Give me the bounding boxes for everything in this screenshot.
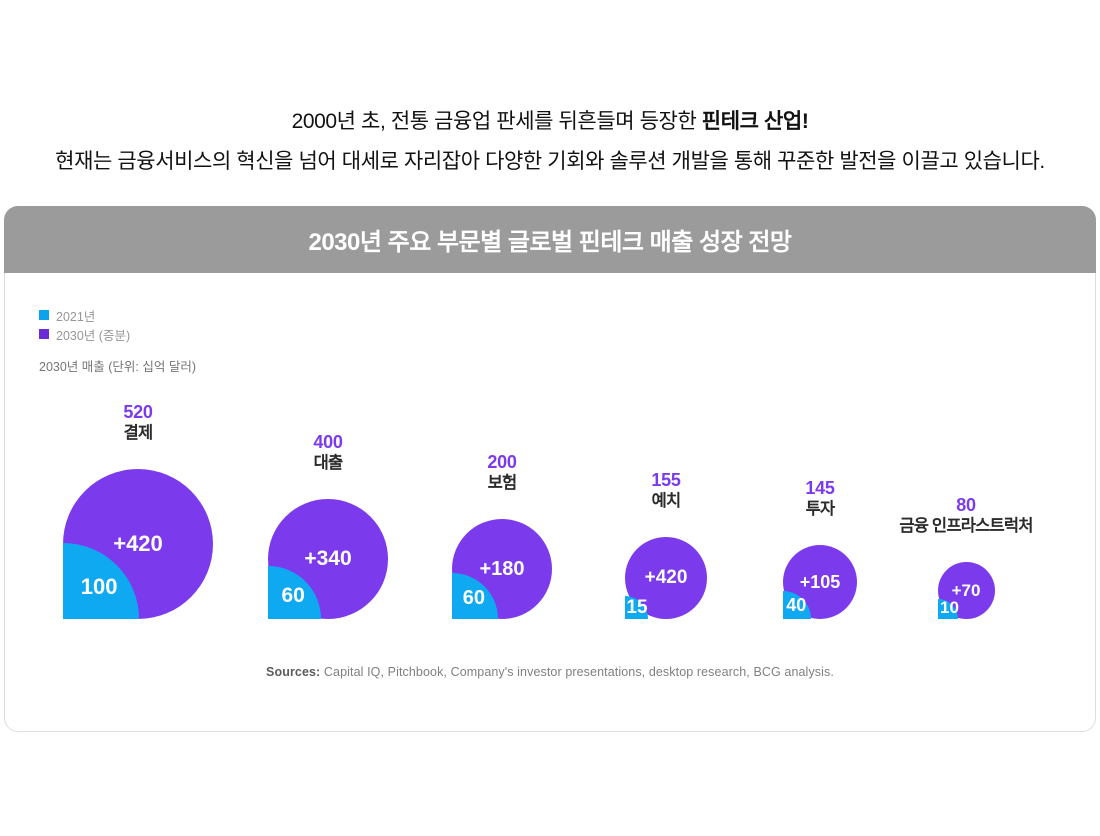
- group-total-label: 80: [956, 495, 976, 515]
- legend-swatch-2021: [39, 310, 49, 320]
- bubble: +340 60: [268, 499, 388, 619]
- increment-value-label: +180: [479, 557, 525, 580]
- bubble-group-1: 520 결제 +420 100: [28, 402, 248, 619]
- group-category-label: 투자: [805, 500, 836, 518]
- sources-note: Sources: Capital IQ, Pitchbook, Company'…: [5, 665, 1095, 679]
- group-category-label: 결제: [123, 424, 154, 442]
- intro-text: 2000년 초, 전통 금융업 판세를 뒤흔들며 등장한 핀테크 산업! 현재는…: [0, 0, 1100, 182]
- legend-item: 2030년 (증분): [39, 325, 1095, 343]
- group-total-label: 200: [487, 452, 517, 472]
- bubble-group-4: 155 예치 +420 15: [556, 470, 776, 619]
- legend-swatch-2030: [39, 329, 49, 339]
- legend: 2021년 2030년 (증분): [5, 273, 1095, 343]
- bubble: +105 40: [783, 545, 857, 619]
- intro-line-1-bold: 핀테크 산업!: [701, 110, 809, 133]
- bubble-group-6: 80 금융 인프라스트럭처 +70 10: [856, 495, 1076, 619]
- group-total-label: 400: [313, 432, 343, 452]
- base-value-label: 15: [626, 596, 648, 618]
- base-value-label: 60: [462, 587, 485, 610]
- chart-title: 2030년 주요 부문별 글로벌 핀테크 매출 성장 전망: [308, 229, 792, 256]
- chart-title-banner: 2030년 주요 부문별 글로벌 핀테크 매출 성장 전망: [4, 206, 1096, 273]
- intro-line-2: 현재는 금융서비스의 혁신을 넘어 대세로 자리잡아 다양한 기회와 솔루션 개…: [55, 150, 1045, 173]
- bubble: +70 10: [937, 562, 995, 619]
- chart-card-body: 2021년 2030년 (증분) 2030년 매출 (단위: 십억 달러) 520…: [5, 273, 1095, 731]
- base-value-label: 100: [80, 573, 118, 599]
- bubble-chart: 520 결제 +420 100 400 대출 +340 60 200 보험 +180 60 155 예치 +…: [5, 375, 1095, 619]
- unit-label: 2030년 매출 (단위: 십억 달러): [39, 360, 196, 374]
- intro-line-1-text: 2000년 초, 전통 금융업 판세를 뒤흔들며 등장한: [291, 110, 702, 133]
- base-value-label: 10: [940, 598, 959, 617]
- bubble: +420 15: [625, 537, 707, 619]
- intro-line-1: 2000년 초, 전통 금융업 판세를 뒤흔들며 등장한 핀테크 산업!: [0, 102, 1100, 142]
- increment-value-label: +340: [304, 547, 352, 570]
- bubble-group-5: 145 투자 +105 40: [710, 478, 930, 619]
- group-category-label: 예치: [651, 492, 682, 510]
- increment-value-label: +105: [799, 571, 841, 592]
- group-total-label: 145: [805, 478, 835, 498]
- increment-value-label: +420: [113, 531, 163, 556]
- group-total-label: 155: [651, 470, 681, 490]
- legend-item: 2021년: [39, 306, 1095, 324]
- group-total-label: 520: [123, 402, 153, 422]
- group-category-label: 보험: [487, 474, 518, 492]
- legend-item-label: 2030년 (증분): [56, 328, 131, 343]
- group-category-label: 대출: [313, 454, 344, 472]
- group-category-label: 금융 인프라스트럭처: [899, 517, 1033, 535]
- bubble: +420 100: [63, 469, 213, 619]
- bubble-group-2: 400 대출 +340 60: [218, 432, 438, 619]
- bubble: +180 60: [452, 519, 552, 619]
- base-value-label: 40: [786, 595, 807, 616]
- increment-value-label: +420: [644, 567, 688, 588]
- base-value-label: 60: [281, 583, 305, 607]
- sources-text: Capital IQ, Pitchbook, Company's investo…: [323, 665, 834, 679]
- legend-item-label: 2021년: [56, 309, 96, 324]
- increment-value-label: +70: [951, 580, 981, 600]
- bubble-group-3: 200 보험 +180 60: [392, 452, 612, 619]
- chart-card: 2030년 주요 부문별 글로벌 핀테크 매출 성장 전망 2021년 2030년…: [4, 206, 1096, 732]
- sources-label: Sources:: [266, 665, 321, 679]
